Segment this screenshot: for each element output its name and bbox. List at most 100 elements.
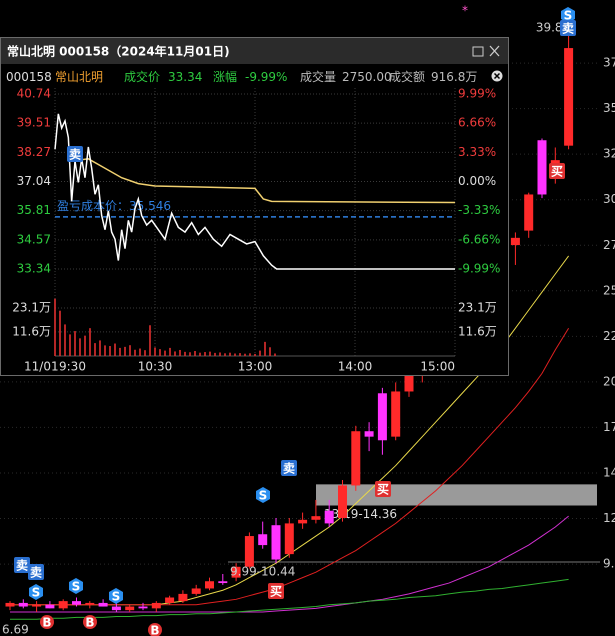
marker-bg [69, 578, 83, 594]
cost-label-text: 盈亏成本价： [57, 198, 129, 212]
volume-bar [94, 343, 96, 356]
close-icon-cross [493, 72, 501, 80]
candle-body [510, 237, 520, 246]
candle-body [284, 523, 294, 555]
y-tick-label: 14 [603, 465, 615, 479]
y2-tick-label: 9.99% [458, 87, 496, 101]
candle-body [231, 566, 241, 578]
candle-body [364, 431, 374, 437]
y-tick-label: 34.57 [17, 232, 51, 246]
y2-tick-label: -9.99% [458, 262, 500, 276]
change: -9.99% [245, 70, 287, 84]
candle-body [58, 601, 68, 609]
candle-body [244, 536, 254, 567]
candle-body [564, 48, 574, 146]
volume-bar [204, 352, 206, 356]
volume-bar [154, 347, 156, 356]
volume-bar [64, 324, 66, 356]
volume-bar [74, 331, 76, 356]
title-bar [1, 38, 508, 64]
volume-bar [69, 334, 71, 356]
amount: 916.8万 [431, 70, 477, 84]
marker-bg [14, 557, 30, 573]
candle-body [138, 606, 148, 609]
volume-bar [259, 350, 261, 356]
trade-marker: S [112, 590, 121, 604]
candle-body [271, 525, 281, 560]
candle-body [125, 606, 135, 611]
candle-body [85, 602, 95, 605]
trade-marker: S [32, 586, 41, 600]
volume-bar [139, 348, 141, 356]
y-tick-label: 30 [603, 192, 615, 206]
volume-bar [234, 353, 236, 356]
volume-bar [219, 352, 221, 356]
volume-bar [199, 352, 201, 356]
volume-label: 成交量 [300, 69, 336, 84]
marker-bg [560, 20, 576, 36]
y-tick-label: 37.04 [17, 174, 51, 188]
stock-code: 000158 [6, 70, 52, 84]
y-tick-label: 25 [603, 283, 615, 297]
x-tick-label: 13:00 [238, 360, 273, 374]
trade-marker: 卖 [69, 147, 81, 162]
volume-bar [229, 352, 231, 356]
candle-body [311, 516, 321, 520]
x-tick-label: 10:30 [138, 360, 173, 374]
y-tick-label: 35.81 [17, 203, 51, 217]
marker-bg [83, 615, 97, 629]
marker-bg [109, 588, 123, 604]
volume-tick-label: 23.1万 [458, 301, 497, 315]
y-tick-label: 27 [603, 238, 615, 252]
volume-bar [224, 353, 226, 356]
marker-bg [256, 487, 270, 503]
candle-body [32, 604, 42, 607]
volume-bar [159, 349, 161, 356]
volume-bar [149, 325, 151, 356]
y-tick-label: 37 [603, 56, 615, 70]
y-tick-label: 33.34 [17, 262, 51, 276]
volume-bar [264, 341, 266, 356]
maximize-button[interactable] [472, 46, 484, 57]
volume-tick-label: 23.1万 [12, 301, 51, 315]
x-tick-label: 15:00 [420, 360, 455, 374]
volume-bar [174, 351, 176, 356]
volume-bar [274, 353, 276, 356]
marker-bg [29, 584, 43, 600]
volume-bar [54, 298, 56, 356]
trade-marker: 买 [551, 165, 563, 179]
volume-bar [164, 350, 166, 356]
date-label: 11/01 [24, 360, 59, 374]
volume-bar [89, 328, 91, 356]
candle-body [18, 602, 28, 607]
window-title: 常山北明 000158（2024年11月01日) [7, 44, 230, 59]
candle-body [391, 391, 401, 437]
y-tick-label: 22 [603, 329, 615, 343]
y-tick-label: 12 [603, 511, 615, 525]
y-tick-label: 40.74 [17, 87, 51, 101]
x-tick-label: 9:30 [59, 360, 86, 374]
volume-bar [184, 351, 186, 356]
candle-body [191, 588, 201, 594]
y2-tick-label: 3.33% [458, 145, 496, 159]
candle-body [324, 510, 334, 524]
candle-body [5, 602, 15, 607]
volume-bar [109, 346, 111, 356]
volume-bar [194, 351, 196, 356]
trade-marker: S [72, 580, 81, 594]
price-label: 成交价 [124, 69, 160, 84]
close-button[interactable] [489, 45, 500, 57]
volume-bar [269, 347, 271, 356]
volume-bar [214, 352, 216, 356]
volume-bar [144, 350, 146, 356]
trade-marker: 卖 [16, 558, 28, 573]
price-line [71, 158, 456, 204]
price-line [54, 113, 455, 270]
trade-marker: 买 [270, 585, 282, 599]
volume-tick-label: 11.6万 [12, 324, 51, 338]
volume-bar [59, 310, 61, 356]
range-zone [316, 484, 597, 506]
volume-bar [244, 353, 246, 356]
y2-tick-label: -3.33% [458, 203, 500, 217]
